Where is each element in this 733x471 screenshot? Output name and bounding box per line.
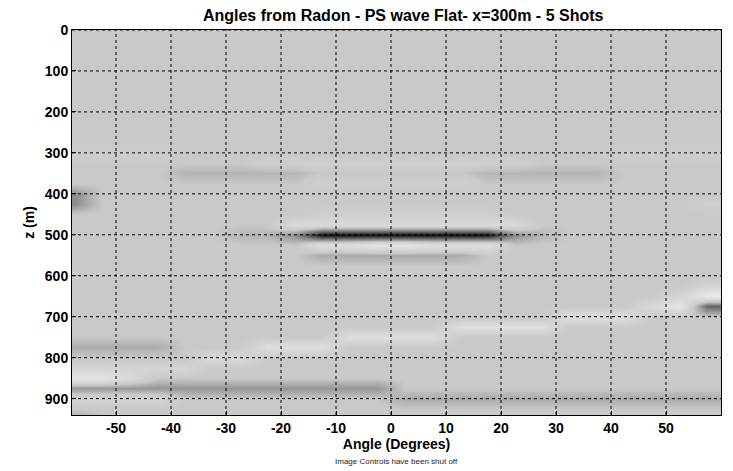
svg-text:-30: -30	[216, 420, 236, 436]
svg-text:0: 0	[60, 22, 68, 38]
svg-text:500: 500	[45, 227, 69, 243]
svg-text:-40: -40	[161, 420, 181, 436]
svg-text:10: 10	[438, 420, 454, 436]
svg-text:Angle (Degrees): Angle (Degrees)	[343, 436, 450, 452]
svg-text:40: 40	[603, 420, 619, 436]
svg-text:20: 20	[493, 420, 509, 436]
svg-text:Image Controls have been shut: Image Controls have been shut off	[335, 457, 458, 466]
svg-text:0: 0	[387, 420, 395, 436]
svg-text:30: 30	[548, 420, 564, 436]
svg-text:600: 600	[45, 268, 69, 284]
svg-text:900: 900	[45, 391, 69, 407]
svg-text:-20: -20	[271, 420, 291, 436]
svg-text:700: 700	[45, 309, 69, 325]
svg-text:200: 200	[45, 104, 69, 120]
svg-text:-50: -50	[106, 420, 126, 436]
svg-text:Angles from Radon - PS wave Fl: Angles from Radon - PS wave Flat- x=300m…	[203, 7, 604, 24]
svg-text:z (m): z (m)	[21, 206, 37, 239]
svg-text:100: 100	[45, 63, 69, 79]
svg-text:400: 400	[45, 186, 69, 202]
svg-text:300: 300	[45, 145, 69, 161]
svg-text:50: 50	[658, 420, 674, 436]
svg-text:-10: -10	[326, 420, 346, 436]
svg-text:800: 800	[45, 350, 69, 366]
